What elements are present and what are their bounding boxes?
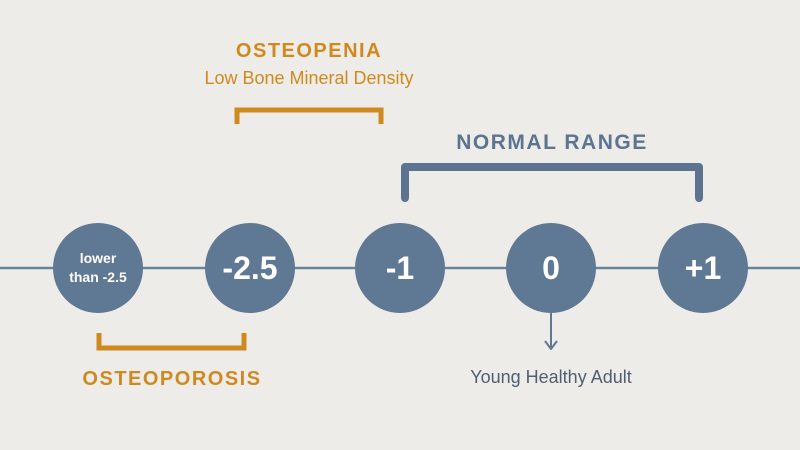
osteoporosis-title: OSTEOPOROSIS — [82, 368, 262, 390]
normal-range-title: NORMAL RANGE — [456, 131, 648, 154]
node-plus-1 — [658, 223, 748, 313]
node-minus-2-5 — [205, 223, 295, 313]
pointer-arrowhead — [544, 340, 558, 350]
node-label-lower-than: lower than -2.5 — [53, 223, 143, 313]
node-minus-1 — [355, 223, 445, 313]
node-zero — [506, 223, 596, 313]
node-label-plus-1: +1 — [684, 249, 722, 286]
node-label-minus-1: -1 — [385, 249, 415, 286]
young-healthy-adult-caption: Young Healthy Adult — [470, 367, 632, 387]
normal-range-bracket — [401, 163, 703, 202]
node-label-zero: 0 — [542, 249, 560, 286]
osteoporosis-bracket — [96, 333, 247, 351]
osteopenia-subtitle: Low Bone Mineral Density — [204, 68, 414, 88]
node-label-text: lower than -2.5 — [69, 250, 127, 285]
node-lower-than-2-5 — [53, 223, 143, 313]
osteopenia-title: OSTEOPENIA — [235, 40, 383, 62]
osteopenia-bracket — [234, 107, 384, 124]
node-label-minus-2-5: -2.5 — [222, 249, 278, 286]
